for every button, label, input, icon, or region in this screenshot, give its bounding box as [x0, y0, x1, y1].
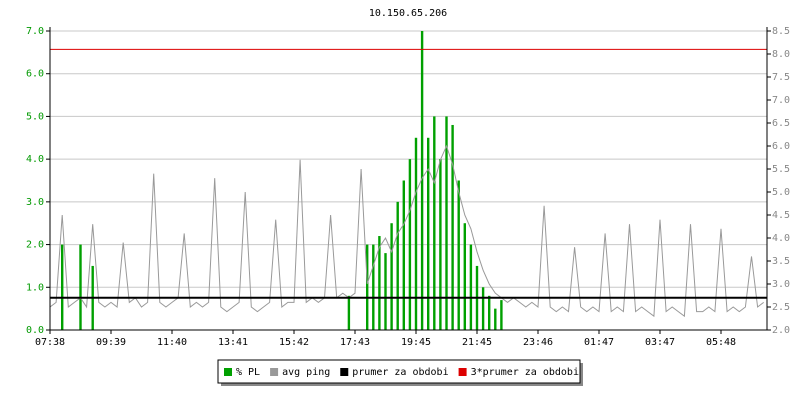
- x-tick-label: 15:42: [279, 337, 309, 348]
- y2-tick-label: 8.0: [772, 49, 790, 60]
- pl-bar: [396, 201, 399, 330]
- pl-bar: [390, 223, 393, 330]
- legend-label: % PL: [236, 367, 260, 378]
- x-tick-label: 21:45: [462, 337, 492, 348]
- y-tick-label: 0.0: [26, 325, 44, 336]
- pl-bar: [463, 223, 466, 330]
- pl-bar: [500, 300, 503, 330]
- x-tick-label: 03:47: [645, 337, 675, 348]
- y2-tick-label: 3.0: [772, 279, 790, 290]
- y2-tick-label: 4.5: [772, 210, 790, 221]
- pl-bar: [402, 180, 405, 330]
- ping-line: [49, 144, 765, 318]
- pl-bar: [445, 116, 448, 330]
- chart-title: 10.150.65.206: [369, 8, 447, 19]
- y-tick-label: 4.0: [26, 154, 44, 165]
- x-tick-label: 23:46: [523, 337, 553, 348]
- y-tick-label: 3.0: [26, 197, 44, 208]
- pl-bar: [439, 159, 442, 330]
- x-tick-label: 17:43: [340, 337, 370, 348]
- x-tick-label: 11:40: [157, 337, 187, 348]
- y2-tick-label: 8.5: [772, 26, 790, 37]
- y-tick-label: 1.0: [26, 282, 44, 293]
- pl-bar: [481, 287, 485, 330]
- pl-bar: [79, 244, 82, 330]
- y-tick-label: 6.0: [26, 69, 44, 80]
- x-tick-label: 05:48: [706, 337, 736, 348]
- pl-bar: [494, 308, 497, 330]
- pl-bar: [451, 124, 454, 330]
- y2-tick-label: 5.0: [772, 187, 790, 198]
- pl-bar: [420, 31, 424, 330]
- pl-bar: [488, 295, 491, 330]
- pl-bar: [366, 244, 369, 330]
- y2-tick-label: 6.0: [772, 141, 790, 152]
- y2-tick-label: 6.5: [772, 118, 790, 129]
- pl-bar: [61, 244, 64, 330]
- y2-tick-label: 7.0: [772, 95, 790, 106]
- legend-swatch: [224, 368, 232, 376]
- pl-bar: [433, 116, 436, 330]
- y2-tick-label: 5.5: [772, 164, 790, 175]
- pl-bar: [347, 295, 351, 330]
- y2-tick-label: 7.5: [772, 72, 790, 83]
- legend-box: [217, 359, 581, 384]
- legend-swatch: [458, 368, 467, 376]
- legend-swatch: [340, 368, 349, 376]
- y2-tick-label: 3.5: [772, 256, 790, 267]
- y2-tick-label: 4.0: [772, 233, 790, 244]
- pl-bar: [427, 137, 430, 330]
- x-tick-label: 09:39: [96, 337, 126, 348]
- legend-label: avg ping: [282, 367, 330, 378]
- x-tick-label: 19:45: [401, 337, 431, 348]
- legend-label: prumer za obdobi: [352, 367, 448, 378]
- pl-bar: [469, 244, 473, 330]
- y2-tick-label: 2.5: [772, 302, 790, 313]
- pl-bar: [372, 244, 375, 330]
- legend-swatch: [270, 368, 279, 376]
- pl-bar: [378, 236, 381, 330]
- y-tick-label: 5.0: [26, 111, 44, 122]
- x-tick-label: 01:47: [584, 337, 614, 348]
- y-tick-label: 7.0: [26, 26, 44, 37]
- pl-bar: [414, 137, 418, 330]
- pl-bar: [384, 253, 387, 330]
- y2-tick-label: 2.0: [772, 325, 790, 336]
- pl-bar: [408, 159, 412, 330]
- pl-bar: [457, 180, 460, 330]
- legend-label: 3*prumer za obdobi: [471, 367, 579, 378]
- x-tick-label: 13:41: [218, 337, 248, 348]
- x-tick-label: 07:38: [35, 337, 65, 348]
- y-tick-label: 2.0: [26, 240, 44, 251]
